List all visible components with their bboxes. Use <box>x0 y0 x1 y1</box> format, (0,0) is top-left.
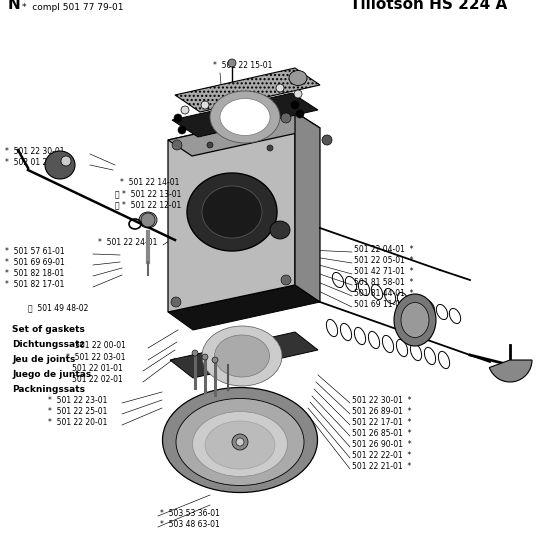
Text: *  501 22 23-01: * 501 22 23-01 <box>48 396 108 405</box>
Circle shape <box>247 137 253 143</box>
Circle shape <box>181 106 189 114</box>
Text: ⓘ *  501 22 13-01: ⓘ * 501 22 13-01 <box>115 189 181 198</box>
Ellipse shape <box>289 71 307 86</box>
Ellipse shape <box>401 302 429 338</box>
Text: Packningssats: Packningssats <box>12 385 85 394</box>
Circle shape <box>171 297 181 307</box>
Ellipse shape <box>270 221 290 239</box>
Polygon shape <box>168 112 320 156</box>
Text: Jeu de joints: Jeu de joints <box>12 355 76 364</box>
Text: *  501 82 18-01: * 501 82 18-01 <box>5 269 64 278</box>
Circle shape <box>192 350 198 356</box>
Circle shape <box>201 101 209 109</box>
Circle shape <box>178 126 186 134</box>
Text: 501 22 04-01  *: 501 22 04-01 * <box>354 245 413 254</box>
Text: *  501 57 61-01: * 501 57 61-01 <box>5 247 64 256</box>
Text: *  501 69 69-01: * 501 69 69-01 <box>5 258 65 267</box>
Ellipse shape <box>202 326 282 386</box>
Circle shape <box>322 135 332 145</box>
Text: 501 22 21-01  *: 501 22 21-01 * <box>352 462 411 471</box>
Text: 501 81 44-01  *: 501 81 44-01 * <box>354 289 413 298</box>
Text: *  501 82 17-01: * 501 82 17-01 <box>5 280 64 289</box>
Text: N: N <box>8 0 21 12</box>
Ellipse shape <box>45 151 75 179</box>
Text: 501 22 00-01: 501 22 00-01 <box>75 341 126 350</box>
Text: *  501 22 30-01: * 501 22 30-01 <box>5 147 64 156</box>
Circle shape <box>232 434 248 450</box>
Polygon shape <box>168 112 295 312</box>
Ellipse shape <box>202 186 262 238</box>
Text: ⓘ  501 49 48-02: ⓘ 501 49 48-02 <box>28 303 88 312</box>
Text: Dichtungssatz: Dichtungssatz <box>12 340 85 349</box>
Text: 501 22 08-01  *  ⓘ: 501 22 08-01 * ⓘ <box>208 437 277 446</box>
Ellipse shape <box>205 421 275 469</box>
Text: *  501 22 24-01: * 501 22 24-01 <box>98 238 157 247</box>
Text: 501 22 09-01  *  ⓘ: 501 22 09-01 * ⓘ <box>208 448 277 457</box>
Circle shape <box>172 140 182 150</box>
Circle shape <box>281 113 291 123</box>
Text: *  501 22 15-01: * 501 22 15-01 <box>213 61 272 70</box>
Text: 501 22 02-01: 501 22 02-01 <box>72 375 123 384</box>
Wedge shape <box>489 360 532 382</box>
Ellipse shape <box>176 399 304 486</box>
Circle shape <box>141 213 155 227</box>
Text: *  501 22 20-01: * 501 22 20-01 <box>48 418 108 427</box>
Polygon shape <box>175 68 320 112</box>
Ellipse shape <box>162 388 318 492</box>
Text: ⓘ *  501 22 12-01: ⓘ * 501 22 12-01 <box>115 200 181 209</box>
Text: 501 22 22-01  *: 501 22 22-01 * <box>352 451 411 460</box>
Circle shape <box>174 114 182 122</box>
Ellipse shape <box>220 99 270 136</box>
Circle shape <box>276 84 284 92</box>
Circle shape <box>291 101 299 109</box>
Ellipse shape <box>394 294 436 346</box>
Circle shape <box>236 438 244 446</box>
Text: *  503 53 36-01: * 503 53 36-01 <box>160 509 220 518</box>
Text: Juego de juntas: Juego de juntas <box>12 370 91 379</box>
Text: *  501 22 25-01: * 501 22 25-01 <box>48 407 108 416</box>
Text: 501 69 11-01  *: 501 69 11-01 * <box>354 300 413 309</box>
Text: 501 26 89-01  *: 501 26 89-01 * <box>352 407 412 416</box>
Circle shape <box>202 354 208 360</box>
Circle shape <box>267 145 273 151</box>
Text: 501 22 05-01  *: 501 22 05-01 * <box>354 256 413 265</box>
Circle shape <box>228 59 236 67</box>
Text: *  compl 501 77 79-01: * compl 501 77 79-01 <box>22 3 124 12</box>
Ellipse shape <box>139 212 157 228</box>
Polygon shape <box>170 332 318 378</box>
Text: 501 22 17-01  *: 501 22 17-01 * <box>352 418 412 427</box>
Polygon shape <box>172 93 318 137</box>
Text: 501 26 85-01  *: 501 26 85-01 * <box>352 429 412 438</box>
Circle shape <box>296 110 304 118</box>
Text: *  503 48 63-01: * 503 48 63-01 <box>160 520 220 529</box>
Polygon shape <box>295 112 320 302</box>
Ellipse shape <box>210 91 280 143</box>
Text: 501 42 71-01  *: 501 42 71-01 * <box>354 267 413 276</box>
Text: *  501 22 03-01: * 501 22 03-01 <box>66 353 125 362</box>
Circle shape <box>61 156 71 166</box>
Circle shape <box>212 357 218 363</box>
Text: Set of gaskets: Set of gaskets <box>12 325 85 334</box>
Ellipse shape <box>187 173 277 251</box>
Circle shape <box>281 275 291 285</box>
Text: Tillotson HS 224 A: Tillotson HS 224 A <box>350 0 507 12</box>
Ellipse shape <box>214 335 269 377</box>
Text: 501 81 58-01  *: 501 81 58-01 * <box>354 278 413 287</box>
Text: 501 22 30-01  *: 501 22 30-01 * <box>352 396 412 405</box>
Polygon shape <box>168 285 320 330</box>
Text: 501 26 90-01  *: 501 26 90-01 * <box>352 440 412 449</box>
Circle shape <box>207 142 213 148</box>
Text: 501 22 01-01: 501 22 01-01 <box>72 364 123 373</box>
Circle shape <box>294 90 302 98</box>
Text: *  501 22 14-01: * 501 22 14-01 <box>120 178 179 187</box>
Ellipse shape <box>193 412 287 477</box>
Text: *  502 01 22-01: * 502 01 22-01 <box>5 158 64 167</box>
